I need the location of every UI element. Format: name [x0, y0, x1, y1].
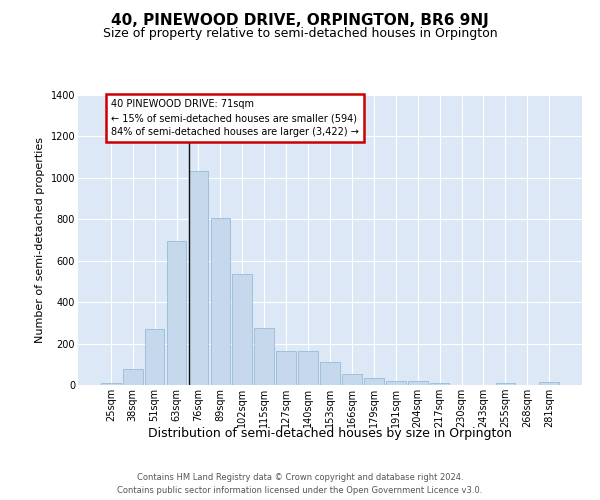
Bar [276, 351, 296, 385]
Bar [254, 328, 274, 385]
Bar [298, 351, 318, 385]
Bar [320, 362, 340, 385]
Bar [188, 170, 208, 385]
Bar [408, 382, 428, 385]
Bar [386, 381, 406, 385]
Text: Distribution of semi-detached houses by size in Orpington: Distribution of semi-detached houses by … [148, 428, 512, 440]
Bar [539, 382, 559, 385]
Bar [364, 378, 384, 385]
Text: 40 PINEWOOD DRIVE: 71sqm
← 15% of semi-detached houses are smaller (594)
84% of : 40 PINEWOOD DRIVE: 71sqm ← 15% of semi-d… [111, 99, 359, 137]
Bar [342, 374, 362, 385]
Bar [211, 218, 230, 385]
Text: Contains HM Land Registry data © Crown copyright and database right 2024.: Contains HM Land Registry data © Crown c… [137, 472, 463, 482]
Y-axis label: Number of semi-detached properties: Number of semi-detached properties [35, 137, 45, 343]
Bar [496, 383, 515, 385]
Bar [167, 241, 187, 385]
Text: 40, PINEWOOD DRIVE, ORPINGTON, BR6 9NJ: 40, PINEWOOD DRIVE, ORPINGTON, BR6 9NJ [111, 12, 489, 28]
Bar [145, 329, 164, 385]
Text: Contains public sector information licensed under the Open Government Licence v3: Contains public sector information licen… [118, 486, 482, 495]
Bar [101, 383, 121, 385]
Bar [430, 382, 449, 385]
Bar [232, 274, 252, 385]
Bar [123, 370, 143, 385]
Text: Size of property relative to semi-detached houses in Orpington: Size of property relative to semi-detach… [103, 28, 497, 40]
